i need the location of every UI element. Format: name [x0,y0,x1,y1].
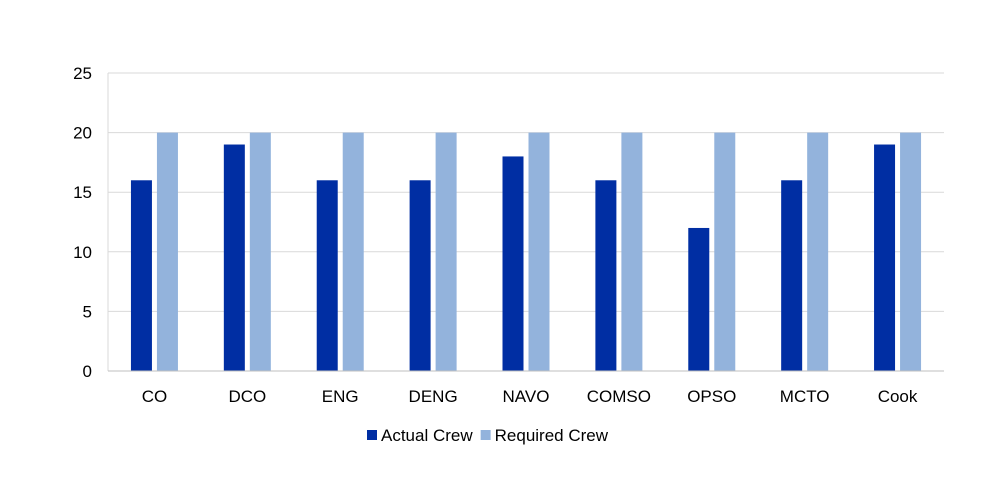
y-axis: 0 5 10 15 20 25 [73,64,109,381]
x-tick-label: Cook [878,387,918,406]
bar-required-navo [528,132,550,371]
bar-required-deng [435,132,457,371]
y-tick-label: 20 [73,124,92,143]
y-tick-label: 25 [73,64,92,83]
bar-actual-dco [223,144,245,371]
gridlines [108,72,944,312]
bars [130,132,922,371]
bar-actual-opso [688,227,710,371]
x-tick-label: COMSO [587,387,651,406]
bar-actual-eng [316,180,338,371]
bar-required-dco [249,132,271,371]
x-tick-label: DCO [228,387,266,406]
legend-swatch-actual [367,430,377,440]
x-tick-label: CO [142,387,168,406]
x-tick-label: OPSO [687,387,736,406]
bar-actual-co [130,180,152,371]
bar-required-mcto [807,132,829,371]
x-axis: CO DCO ENG DENG NAVO COMSO OPSO MCTO Cook [108,370,944,406]
x-tick-label: DENG [409,387,458,406]
bar-required-eng [342,132,364,371]
y-tick-label: 5 [83,302,92,321]
x-tick-label: ENG [322,387,359,406]
legend-swatch-required [480,430,491,440]
legend-label-required: Required Crew [495,426,609,445]
bar-required-cook [900,132,922,371]
bar-required-opso [714,132,736,371]
bar-actual-cook [874,144,896,371]
y-tick-label: 0 [83,362,92,381]
y-tick-label: 10 [73,243,92,262]
bar-actual-navo [502,156,524,371]
y-tick-label: 15 [73,183,92,202]
x-tick-label: MCTO [780,387,830,406]
bar-actual-comso [595,180,617,371]
bar-required-comso [621,132,643,371]
bar-actual-mcto [781,180,803,371]
bar-actual-deng [409,180,431,371]
x-tick-label: NAVO [503,387,550,406]
bar-required-co [156,132,178,371]
legend: Actual Crew Required Crew [367,426,609,445]
legend-label-actual: Actual Crew [381,426,473,445]
